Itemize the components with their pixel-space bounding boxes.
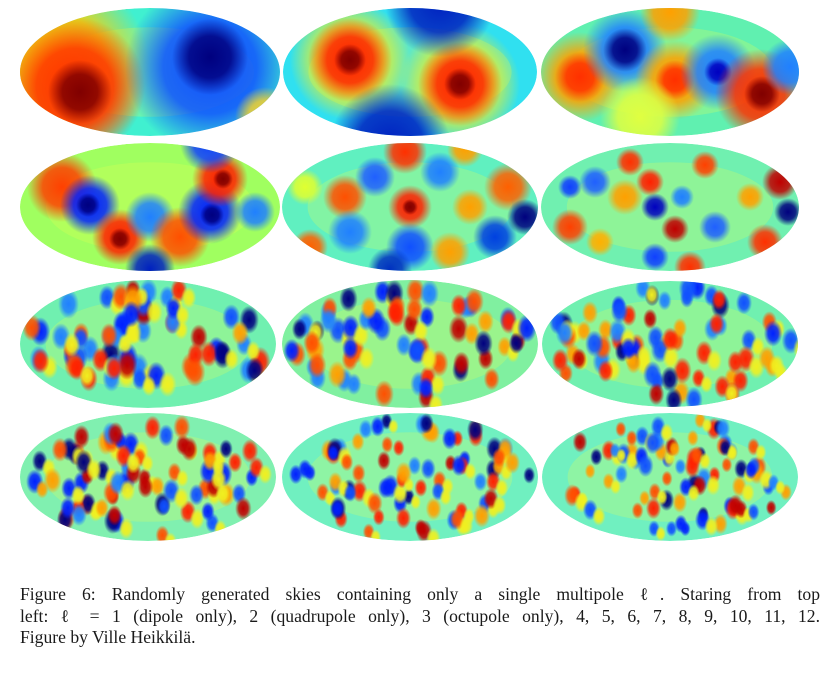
sky-map-l-7 xyxy=(20,280,276,408)
sky-map-l-4 xyxy=(20,143,280,271)
sky-map-l-5 xyxy=(282,143,538,271)
sky-map-l-6 xyxy=(541,143,799,271)
sky-map-l-11 xyxy=(282,413,538,541)
sky-map-l-9 xyxy=(542,281,798,407)
caption-line-3: Figure by Ville Heikkilä. xyxy=(20,627,196,647)
caption-line-2: left: ℓ = 1 (dipole only), 2 (quadrupole… xyxy=(20,605,820,626)
sky-map-l-3-octupole- xyxy=(541,8,799,136)
caption-line-1: Figure 6: Randomly generated skies conta… xyxy=(20,584,820,604)
figure-caption: Figure 6: Randomly generated skies conta… xyxy=(20,584,820,649)
sky-map-l-2-quadrupole- xyxy=(283,8,537,136)
sky-map-l-1-dipole- xyxy=(20,8,280,136)
sky-map-l-12 xyxy=(542,413,798,541)
sky-map-l-8 xyxy=(282,280,538,408)
multipole-sky-maps-figure xyxy=(20,8,799,541)
sky-map-l-10 xyxy=(20,413,276,541)
